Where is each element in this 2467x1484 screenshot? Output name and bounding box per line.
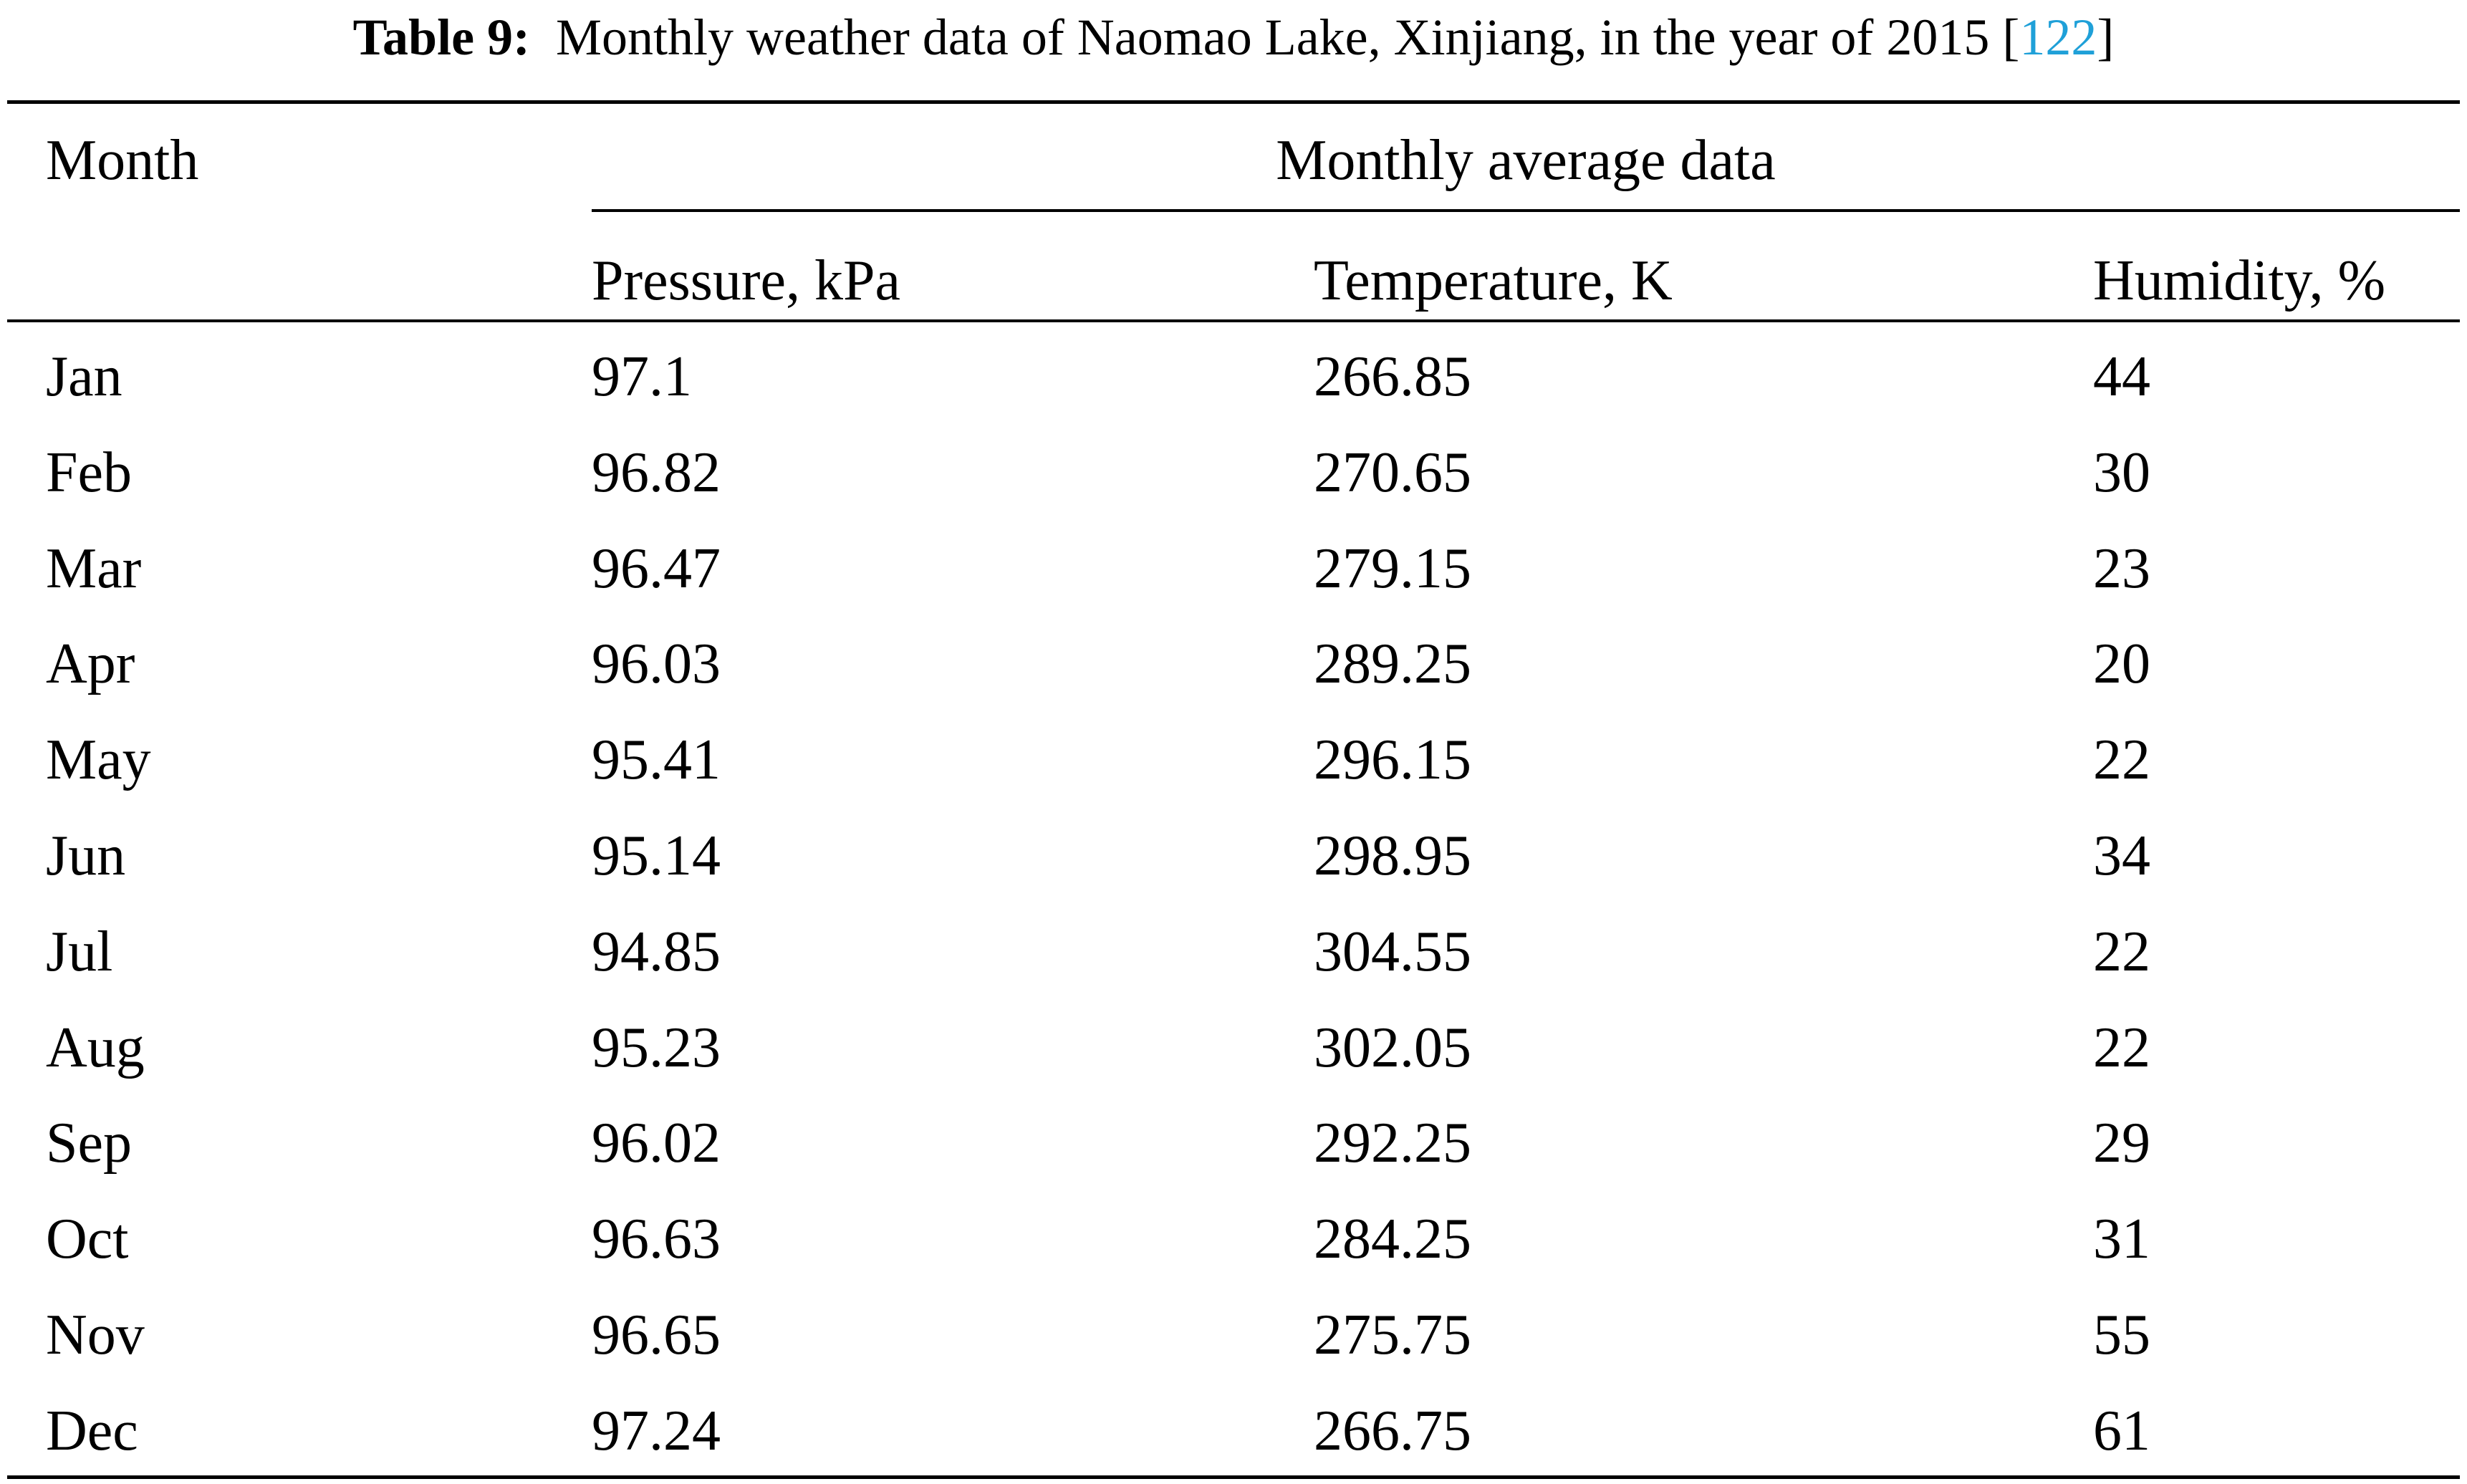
cell-pressure: 96.82 [592, 440, 721, 504]
header-pressure: Pressure, kPa [592, 249, 901, 312]
header-humidity: Humidity, % [2093, 249, 2386, 312]
caption-text: Monthly weather data of Naomao Lake, Xin… [556, 9, 2020, 66]
header-temperature: Temperature, K [1314, 249, 1673, 312]
reference-link[interactable]: 122 [2019, 9, 2097, 66]
cell-humidity: 30 [2093, 440, 2150, 504]
cell-month: Sep [46, 1112, 132, 1175]
cell-humidity: 34 [2093, 824, 2150, 887]
cell-month: Aug [46, 1016, 145, 1079]
header-month: Month [46, 129, 199, 192]
cell-month: Jul [46, 920, 113, 983]
table-caption: Table 9: Monthly weather data of Naomao … [0, 0, 2467, 74]
cell-month: May [46, 728, 151, 792]
cell-temperature: 275.75 [1314, 1304, 1471, 1367]
cell-month: Jan [46, 345, 122, 408]
cell-pressure: 96.65 [592, 1304, 721, 1367]
cell-temperature: 266.75 [1314, 1399, 1471, 1463]
cell-pressure: 94.85 [592, 920, 721, 983]
cell-temperature: 266.85 [1314, 345, 1471, 408]
cell-temperature: 289.25 [1314, 632, 1471, 696]
cell-humidity: 31 [2093, 1208, 2150, 1271]
cell-humidity: 22 [2093, 1016, 2150, 1079]
cell-temperature: 304.55 [1314, 920, 1471, 983]
cell-month: Feb [46, 440, 132, 504]
cell-pressure: 97.1 [592, 345, 692, 408]
header-bottom-rule [7, 319, 2460, 322]
cell-month: Dec [46, 1399, 138, 1463]
cell-pressure: 95.23 [592, 1016, 721, 1079]
caption-bracket-close: ] [2097, 9, 2115, 66]
cell-temperature: 302.05 [1314, 1016, 1471, 1079]
table-label: Table 9: [352, 9, 531, 66]
cell-pressure: 95.41 [592, 728, 721, 792]
cell-month: Mar [46, 536, 142, 600]
cell-pressure: 96.03 [592, 632, 721, 696]
cell-month: Nov [46, 1304, 145, 1367]
cell-humidity: 20 [2093, 632, 2150, 696]
cell-temperature: 279.15 [1314, 536, 1471, 600]
cell-month: Apr [46, 632, 135, 696]
header-group: Monthly average data [1276, 129, 1776, 192]
cell-month: Jun [46, 824, 126, 887]
cell-pressure: 95.14 [592, 824, 721, 887]
cell-pressure: 96.63 [592, 1208, 721, 1271]
cell-humidity: 29 [2093, 1112, 2150, 1175]
cell-pressure: 96.02 [592, 1112, 721, 1175]
cell-temperature: 296.15 [1314, 728, 1471, 792]
group-span-rule [592, 209, 2460, 212]
cell-temperature: 292.25 [1314, 1112, 1471, 1175]
cell-humidity: 44 [2093, 345, 2150, 408]
cell-humidity: 61 [2093, 1399, 2150, 1463]
cell-temperature: 284.25 [1314, 1208, 1471, 1271]
cell-humidity: 55 [2093, 1304, 2150, 1367]
cell-temperature: 270.65 [1314, 440, 1471, 504]
cell-month: Oct [46, 1208, 129, 1271]
cell-humidity: 23 [2093, 536, 2150, 600]
cell-pressure: 96.47 [592, 536, 721, 600]
table-top-rule [7, 100, 2460, 104]
table-bottom-rule [7, 1475, 2460, 1479]
cell-temperature: 298.95 [1314, 824, 1471, 887]
cell-humidity: 22 [2093, 728, 2150, 792]
cell-pressure: 97.24 [592, 1399, 721, 1463]
cell-humidity: 22 [2093, 920, 2150, 983]
